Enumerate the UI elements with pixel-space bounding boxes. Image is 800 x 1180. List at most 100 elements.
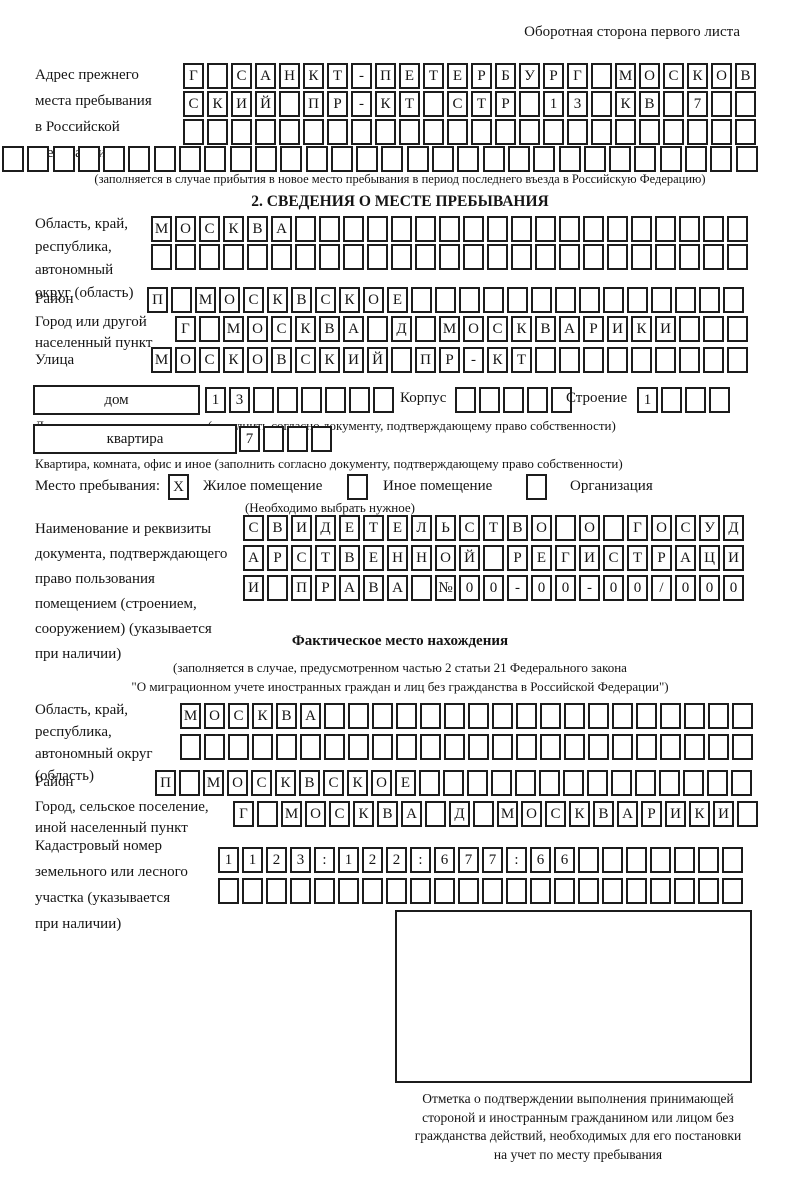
char-cell[interactable] (591, 63, 612, 89)
char-cell[interactable]: С (545, 801, 566, 827)
char-cell[interactable] (711, 91, 732, 117)
char-cell[interactable] (564, 734, 585, 760)
char-cell[interactable] (603, 515, 624, 541)
char-cell[interactable]: 7 (482, 847, 503, 873)
char-cell[interactable] (356, 146, 379, 172)
char-cell[interactable]: Т (363, 515, 384, 541)
char-cell[interactable] (636, 734, 657, 760)
char-cell[interactable] (343, 216, 364, 242)
char-cell[interactable] (687, 119, 708, 145)
char-cell[interactable] (655, 347, 676, 373)
char-cell[interactable] (737, 801, 758, 827)
char-cell[interactable]: И (607, 316, 628, 342)
char-cell[interactable] (535, 347, 556, 373)
char-cell[interactable] (540, 703, 561, 729)
char-cell[interactable] (515, 770, 536, 796)
char-cell[interactable]: К (687, 63, 708, 89)
char-cell[interactable] (507, 146, 530, 172)
char-cell[interactable] (386, 878, 407, 904)
char-cell[interactable]: С (291, 545, 312, 571)
char-cell[interactable]: В (593, 801, 614, 827)
char-cell[interactable] (583, 216, 604, 242)
char-cell[interactable]: К (275, 770, 296, 796)
char-cell[interactable]: Р (583, 316, 604, 342)
char-cell[interactable]: О (204, 703, 225, 729)
char-cell[interactable] (731, 770, 752, 796)
char-cell[interactable]: М (203, 770, 224, 796)
char-cell[interactable]: Р (315, 575, 336, 601)
char-cell[interactable] (735, 91, 756, 117)
char-cell[interactable]: - (507, 575, 528, 601)
char-cell[interactable]: С (603, 545, 624, 571)
char-cell[interactable]: П (147, 287, 168, 313)
char-cell[interactable]: Й (255, 91, 276, 117)
char-cell[interactable] (439, 216, 460, 242)
char-cell[interactable] (391, 216, 412, 242)
char-cell[interactable] (204, 734, 225, 760)
char-cell[interactable] (432, 146, 455, 172)
char-cell[interactable]: К (339, 287, 360, 313)
char-cell[interactable] (2, 146, 24, 172)
char-cell[interactable] (175, 244, 196, 270)
char-cell[interactable]: 7 (687, 91, 708, 117)
char-cell[interactable]: 0 (675, 575, 696, 601)
char-cell[interactable] (254, 146, 277, 172)
char-cell[interactable]: Р (439, 347, 460, 373)
char-cell[interactable]: Е (531, 545, 552, 571)
char-cell[interactable] (372, 703, 393, 729)
char-cell[interactable] (660, 734, 681, 760)
char-cell[interactable] (578, 847, 599, 873)
char-cell[interactable] (555, 515, 576, 541)
char-cell[interactable] (252, 734, 273, 760)
char-cell[interactable] (367, 316, 388, 342)
char-cell[interactable]: Е (387, 287, 408, 313)
char-cell[interactable]: П (415, 347, 436, 373)
char-cell[interactable]: Е (399, 63, 420, 89)
char-cell[interactable]: М (223, 316, 244, 342)
char-cell[interactable] (391, 347, 412, 373)
char-cell[interactable]: № (435, 575, 456, 601)
char-cell[interactable]: 3 (567, 91, 588, 117)
char-cell[interactable]: 0 (699, 575, 720, 601)
char-cell[interactable] (300, 734, 321, 760)
char-cell[interactable]: Н (387, 545, 408, 571)
char-cell[interactable] (684, 734, 705, 760)
char-cell[interactable]: С (243, 287, 264, 313)
char-cell[interactable]: В (291, 287, 312, 313)
char-cell[interactable] (651, 287, 672, 313)
char-cell[interactable] (612, 734, 633, 760)
char-cell[interactable]: О (531, 515, 552, 541)
char-cell[interactable] (698, 878, 719, 904)
char-cell[interactable]: К (319, 347, 340, 373)
char-cell[interactable] (655, 216, 676, 242)
char-cell[interactable] (711, 119, 732, 145)
char-cell[interactable] (311, 426, 332, 452)
char-cell[interactable] (266, 878, 287, 904)
char-cell[interactable] (348, 734, 369, 760)
char-cell[interactable] (519, 91, 540, 117)
char-cell[interactable]: В (639, 91, 660, 117)
char-cell[interactable]: В (319, 316, 340, 342)
char-cell[interactable]: И (243, 575, 264, 601)
char-cell[interactable] (267, 575, 288, 601)
char-cell[interactable]: 1 (338, 847, 359, 873)
char-cell[interactable]: Т (627, 545, 648, 571)
char-cell[interactable] (242, 878, 263, 904)
char-cell[interactable]: 6 (530, 847, 551, 873)
char-cell[interactable] (636, 703, 657, 729)
char-cell[interactable] (579, 287, 600, 313)
char-cell[interactable] (223, 244, 244, 270)
char-cell[interactable] (290, 878, 311, 904)
char-cell[interactable]: Л (411, 515, 432, 541)
char-cell[interactable] (420, 703, 441, 729)
char-cell[interactable] (492, 703, 513, 729)
char-cell[interactable]: А (255, 63, 276, 89)
char-cell[interactable] (483, 287, 504, 313)
char-cell[interactable]: Р (267, 545, 288, 571)
char-cell[interactable] (707, 770, 728, 796)
char-cell[interactable]: А (617, 801, 638, 827)
char-cell[interactable] (503, 387, 524, 413)
char-cell[interactable] (199, 316, 220, 342)
char-cell[interactable]: А (300, 703, 321, 729)
char-cell[interactable] (319, 244, 340, 270)
